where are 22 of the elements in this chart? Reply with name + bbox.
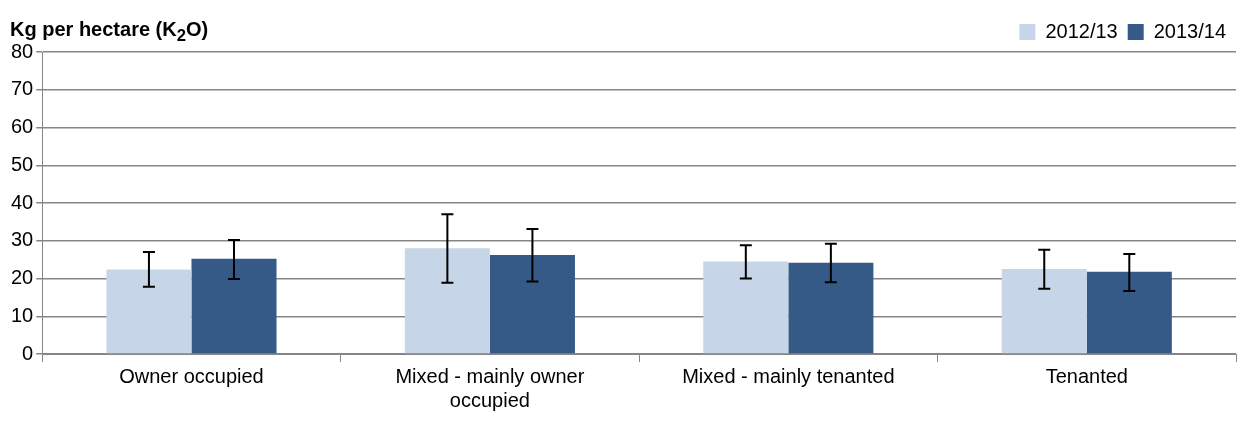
bar <box>489 255 575 354</box>
legend-label: 2013/14 <box>1153 19 1226 42</box>
y-tick-label: 20 <box>11 266 34 289</box>
x-tick-label: Mixed - mainly tenanted <box>682 364 895 387</box>
y-tick-label: 50 <box>11 152 34 175</box>
y-tick-label: 60 <box>11 115 34 138</box>
legend-label: 2012/13 <box>1045 19 1118 42</box>
x-tick-label: Owner occupied <box>119 364 264 387</box>
bar <box>404 248 490 354</box>
bar <box>106 269 192 354</box>
bar <box>1086 271 1172 354</box>
bar <box>191 258 277 354</box>
bar <box>1001 269 1087 354</box>
bar <box>703 261 789 354</box>
y-tick-label: 70 <box>11 77 34 100</box>
x-tick-label: Tenanted <box>1045 364 1128 387</box>
x-tick-label: Mixed - mainly owner occupied <box>395 364 585 411</box>
y-tick-label: 10 <box>11 303 34 326</box>
bar <box>788 262 874 354</box>
y-tick-label: 40 <box>11 190 34 213</box>
y-tick-label: 0 <box>22 341 34 364</box>
y-tick-label: 30 <box>11 228 34 251</box>
